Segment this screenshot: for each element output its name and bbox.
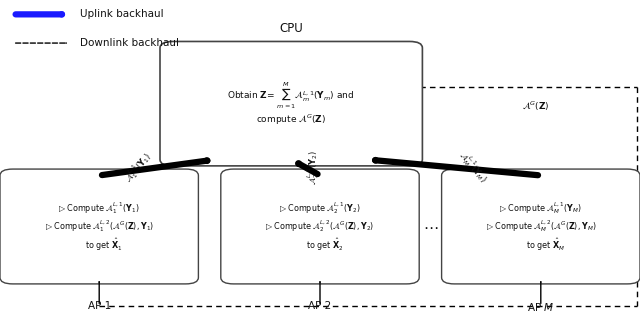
FancyBboxPatch shape: [0, 169, 198, 284]
Text: AP 2: AP 2: [308, 301, 332, 311]
Text: AP 1: AP 1: [88, 301, 111, 311]
Text: Uplink backhaul: Uplink backhaul: [80, 9, 164, 19]
Text: $\triangleright$ Compute $\mathcal{A}_2^{L,1}(\mathbf{Y}_2)$
$\triangleright$ Co: $\triangleright$ Compute $\mathcal{A}_2^…: [266, 200, 374, 253]
FancyBboxPatch shape: [221, 169, 419, 284]
Text: AP $M$: AP $M$: [527, 301, 554, 314]
Text: $\mathcal{A}^{G}(\mathbf{Z})$: $\mathcal{A}^{G}(\mathbf{Z})$: [522, 99, 550, 113]
Text: Obtain $\mathbf{Z}$= $\sum_{m=1}^{M}\mathcal{A}_m^{L,1}(\mathbf{Y}_m)$ and
compu: Obtain $\mathbf{Z}$= $\sum_{m=1}^{M}\mat…: [227, 80, 355, 127]
Text: Downlink backhaul: Downlink backhaul: [80, 38, 179, 48]
Text: $\mathcal{A}_M^{L,1}(\mathbf{Y}_M)$: $\mathcal{A}_M^{L,1}(\mathbf{Y}_M)$: [455, 148, 491, 187]
Text: $\triangleright$ Compute $\mathcal{A}_M^{L,1}(\mathbf{Y}_M)$
$\triangleright$ Co: $\triangleright$ Compute $\mathcal{A}_M^…: [486, 200, 596, 253]
Text: CPU: CPU: [279, 22, 303, 35]
Text: $\mathcal{A}_2^{L,1}(\mathbf{Y}_2)$: $\mathcal{A}_2^{L,1}(\mathbf{Y}_2)$: [305, 150, 321, 185]
FancyBboxPatch shape: [160, 41, 422, 166]
Text: $\mathcal{A}_1^{L,1}(\mathbf{Y}_1)$: $\mathcal{A}_1^{L,1}(\mathbf{Y}_1)$: [121, 149, 156, 186]
Text: $\cdots$: $\cdots$: [422, 219, 438, 234]
Text: $\triangleright$ Compute $\mathcal{A}_1^{L,1}(\mathbf{Y}_1)$
$\triangleright$ Co: $\triangleright$ Compute $\mathcal{A}_1^…: [45, 200, 154, 253]
FancyBboxPatch shape: [442, 169, 640, 284]
